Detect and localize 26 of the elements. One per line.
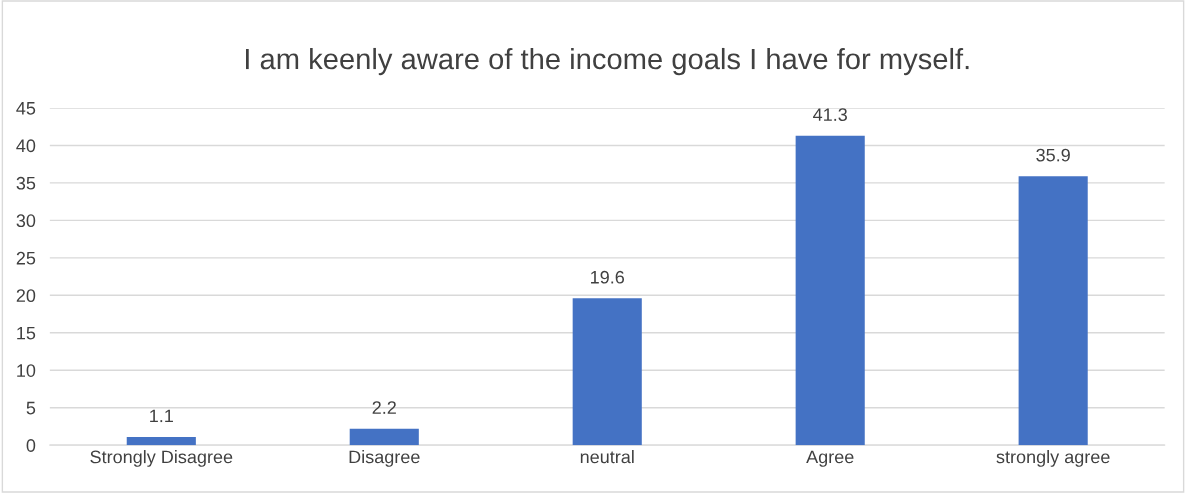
data-label: 19.6 — [591, 270, 625, 284]
x-tick-label: neutral — [580, 450, 634, 464]
y-tick-label: 40 — [16, 139, 36, 153]
x-tick-label: Strongly Disagree — [90, 450, 233, 467]
bar — [126, 436, 196, 446]
chart-title: I am keenly aware of the income goals I have for myself. — [246, 47, 969, 76]
bar — [572, 298, 642, 446]
y-tick-label: 10 — [17, 364, 36, 377]
y-tick-label: 25 — [16, 251, 36, 265]
x-tick-label: Disagree — [349, 450, 420, 467]
data-label: 35.9 — [1036, 148, 1070, 162]
data-label: 41.3 — [813, 108, 847, 122]
y-tick-label: 30 — [16, 214, 36, 228]
y-tick-label: 0 — [26, 439, 36, 452]
bar — [349, 428, 419, 446]
y-tick-label: 45 — [16, 102, 36, 115]
data-label: 2.2 — [372, 401, 396, 414]
x-tick-label: Agree — [806, 450, 854, 467]
bar — [795, 135, 865, 446]
bar — [1018, 176, 1088, 446]
y-tick-label: 35 — [16, 176, 36, 190]
y-tick-label: 20 — [16, 289, 36, 303]
y-tick-label: 15 — [17, 326, 36, 340]
y-tick-label: 5 — [26, 401, 36, 415]
data-label: 1.1 — [150, 409, 173, 423]
x-tick-label: strongly agree — [996, 450, 1110, 467]
